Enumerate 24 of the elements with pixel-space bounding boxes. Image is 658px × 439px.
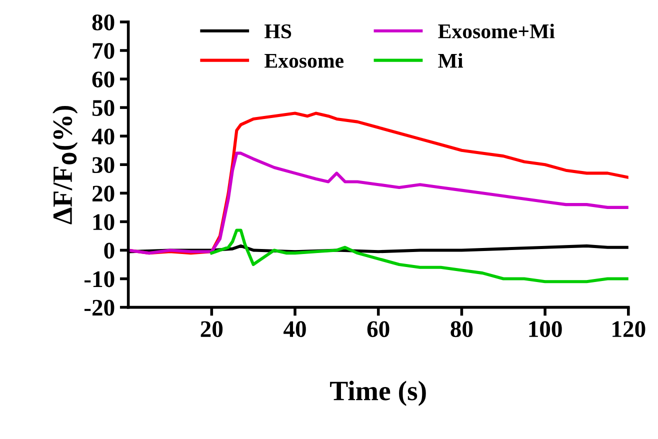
legend-label: HS xyxy=(264,24,292,38)
x-tick-label: 20 xyxy=(200,321,223,338)
x-tick-label: 80 xyxy=(450,321,473,338)
y-tick-label: 20 xyxy=(92,186,114,202)
y-axis-title: ΔF/F$_{0}$(%) xyxy=(52,106,78,224)
y-tick-label: 70 xyxy=(92,42,114,59)
x-tick-label: 120 xyxy=(612,321,646,338)
line-series xyxy=(210,228,628,284)
y-tick-label: 50 xyxy=(92,100,114,116)
x-tick-label: 100 xyxy=(529,321,562,338)
legend-label: Mi xyxy=(438,53,463,68)
y-tick-label: -10 xyxy=(84,271,114,288)
y-tick-label: 0 xyxy=(104,242,114,259)
y-tick-label: 60 xyxy=(92,72,114,88)
y-tick-label: 80 xyxy=(92,14,114,30)
x-axis-title: Time (s) xyxy=(330,380,426,406)
y-tick-label: 10 xyxy=(93,214,114,230)
y-tick-label: 30 xyxy=(92,157,114,174)
legend-label: Exosome+Mi xyxy=(438,24,555,38)
x-tick-label: 60 xyxy=(367,321,390,338)
y-tick-label: 40 xyxy=(92,128,114,145)
legend-label: Exosome xyxy=(264,54,344,68)
x-tick-label: 40 xyxy=(284,321,306,338)
y-tick-label: -20 xyxy=(84,300,114,316)
